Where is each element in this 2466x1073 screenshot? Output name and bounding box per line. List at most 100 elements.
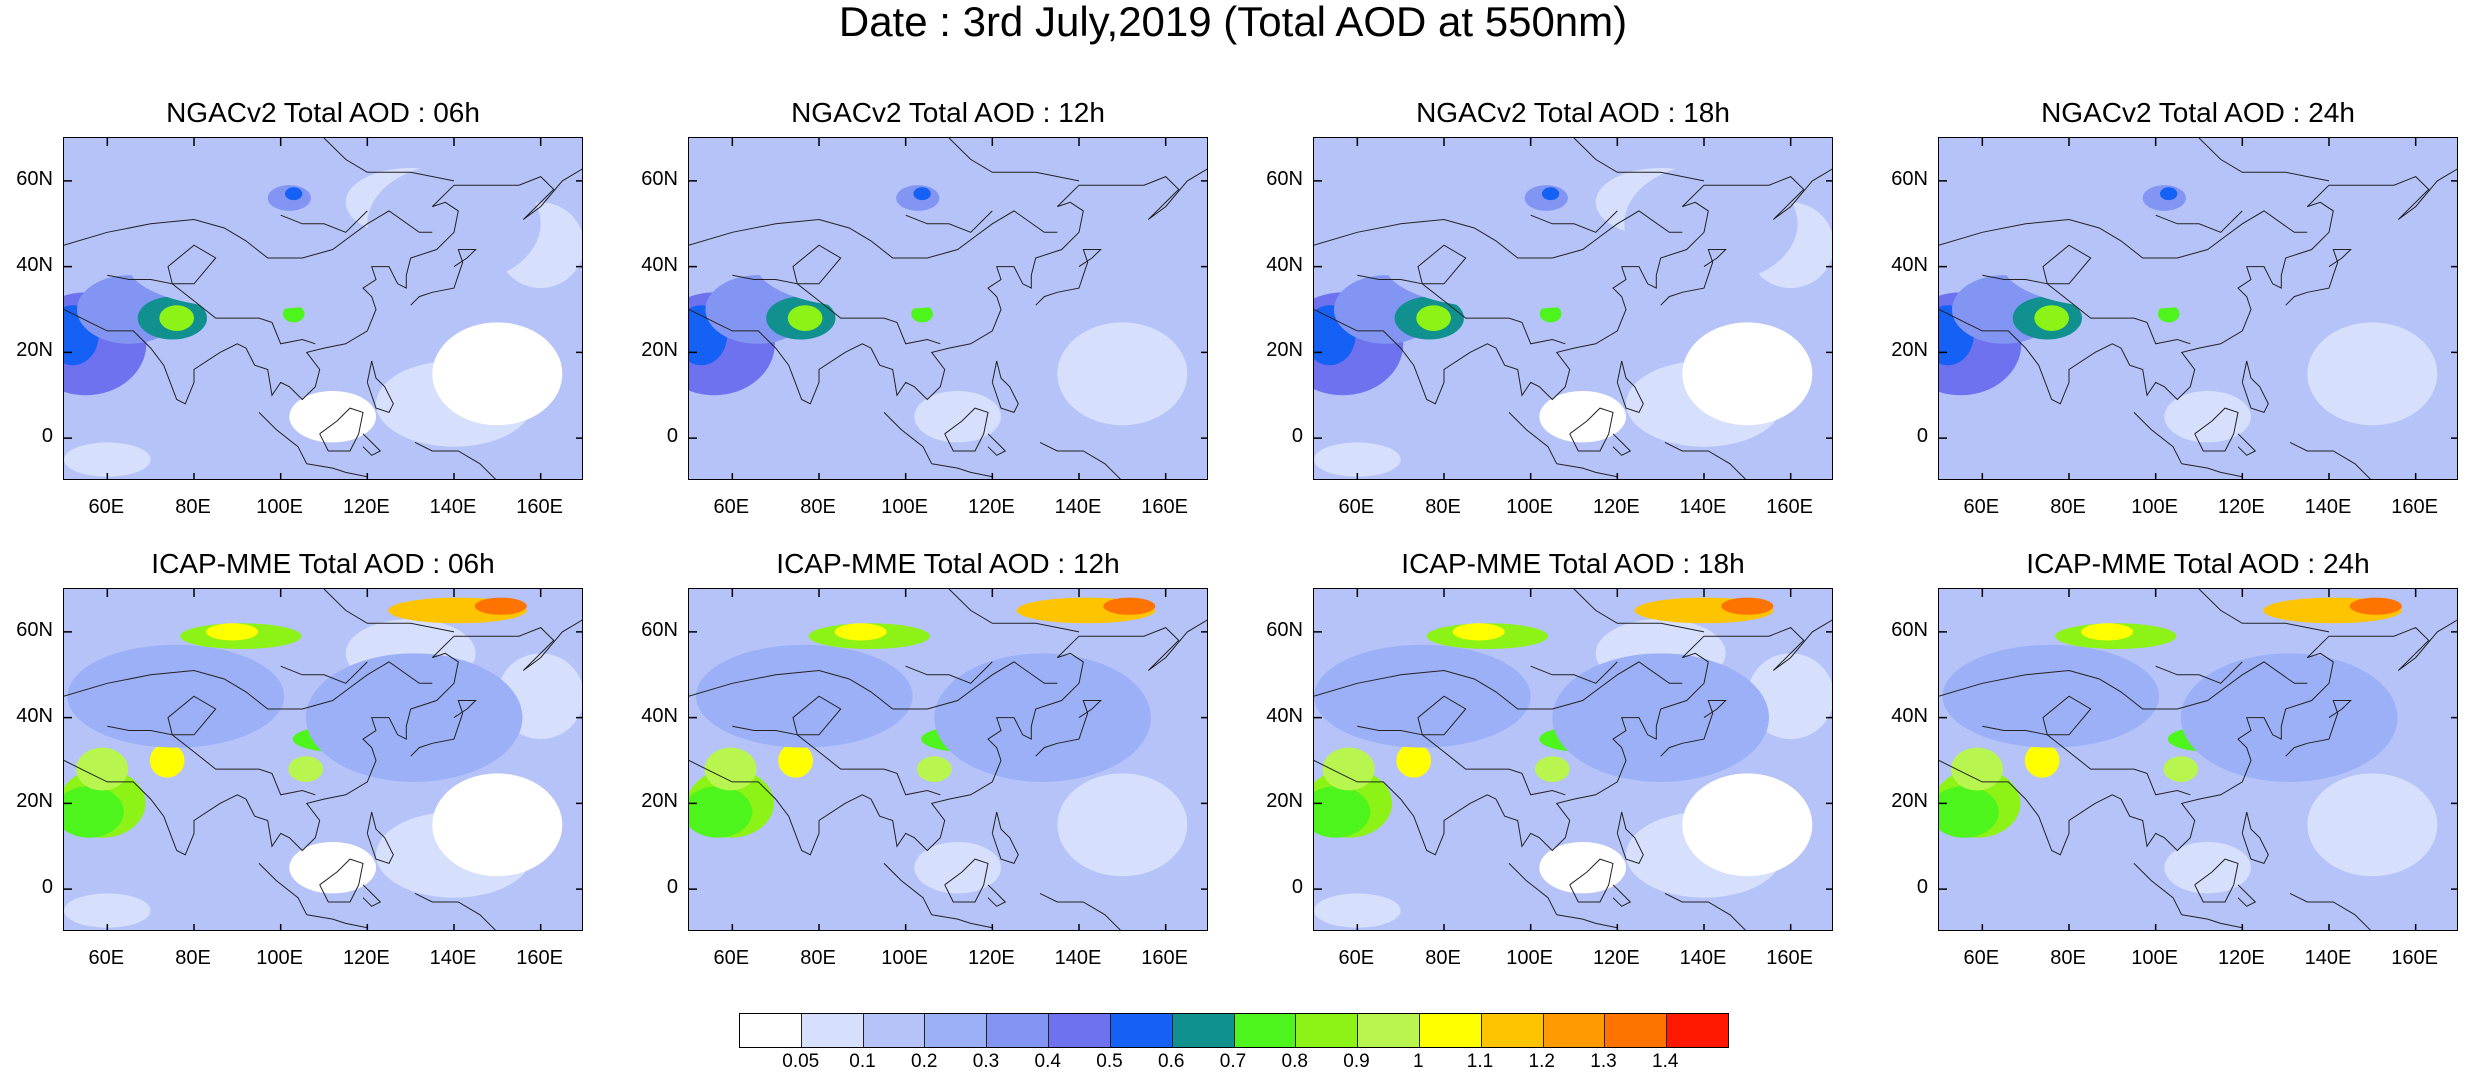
lon-tick-label: 60E bbox=[1963, 496, 2000, 518]
lon-tick-label: 100E bbox=[256, 947, 304, 969]
colorbar-label: 0.05 bbox=[782, 1051, 820, 1072]
map-panel: NGACv2 Total AOD : 24h 60N 40N 20N 0 60E 80E 10… bbox=[1891, 97, 2458, 518]
lat-tick-label: 0 bbox=[666, 876, 678, 899]
lon-tick-label: 80E bbox=[2050, 947, 2086, 969]
lat-tick-label: 40N bbox=[1266, 704, 1303, 727]
lat-tick-label: 40N bbox=[1891, 704, 1928, 727]
lon-tick-label: 140E bbox=[2304, 947, 2352, 969]
lat-tick-label: 0 bbox=[1291, 425, 1303, 448]
lon-tick-label: 60E bbox=[1338, 947, 1375, 969]
map-panel: ICAP-MME Total AOD : 18h 60N 40N 20N 0 60E 80E… bbox=[1266, 548, 1833, 969]
lon-tick-label: 160E bbox=[2391, 496, 2439, 518]
colorbar-swatch bbox=[1358, 1014, 1420, 1047]
map-frame bbox=[688, 137, 1208, 480]
lat-tick-label: 40N bbox=[641, 253, 678, 276]
lon-tick-label: 80E bbox=[800, 947, 836, 969]
lon-tick-label: 140E bbox=[1679, 496, 1727, 518]
lat-tick-label: 40N bbox=[641, 704, 678, 727]
panel-title: ICAP-MME Total AOD : 18h bbox=[1401, 548, 1745, 579]
map-frame bbox=[1313, 137, 1833, 480]
colorbar-label: 0.9 bbox=[1343, 1051, 1370, 1072]
lon-tick-label: 120E bbox=[342, 496, 390, 518]
colorbar-label: 0.1 bbox=[849, 1051, 876, 1072]
panel-title: ICAP-MME Total AOD : 06h bbox=[151, 548, 495, 579]
lat-tick-label: 60N bbox=[641, 618, 678, 641]
lon-tick-label: 160E bbox=[2391, 947, 2439, 969]
figure-title: Date : 3rd July,2019 (Total AOD at 550nm… bbox=[838, 0, 1628, 45]
lon-tick-label: 100E bbox=[256, 496, 304, 518]
panel-title: NGACv2 Total AOD : 18h bbox=[1416, 97, 1730, 128]
lon-tick-label: 80E bbox=[175, 947, 211, 969]
lon-tick-label: 100E bbox=[2131, 496, 2179, 518]
lat-tick-label: 60N bbox=[1891, 618, 1928, 641]
lon-tick-label: 60E bbox=[713, 496, 750, 518]
lat-tick-label: 0 bbox=[1916, 425, 1928, 448]
lon-tick-label: 140E bbox=[1679, 947, 1727, 969]
lon-tick-label: 140E bbox=[1054, 496, 1102, 518]
lon-tick-label: 160E bbox=[1766, 947, 1814, 969]
colorbar-label: 1.4 bbox=[1652, 1051, 1679, 1072]
lat-tick-label: 40N bbox=[16, 253, 53, 276]
map-panel: ICAP-MME Total AOD : 06h 60N 40N 20N 0 60E 80E… bbox=[16, 548, 583, 969]
colorbar-label: 1 bbox=[1412, 1051, 1424, 1072]
lon-tick-label: 100E bbox=[1506, 947, 1554, 969]
map-frame bbox=[1938, 137, 2458, 480]
lon-tick-label: 120E bbox=[1592, 947, 1640, 969]
lat-tick-label: 20N bbox=[16, 790, 53, 813]
lat-tick-label: 20N bbox=[1266, 339, 1303, 362]
colorbar-label: 1.2 bbox=[1528, 1051, 1555, 1072]
colorbar-label: 1.3 bbox=[1590, 1051, 1617, 1072]
colorbar-swatch bbox=[1296, 1014, 1359, 1047]
lon-tick-label: 120E bbox=[2217, 947, 2265, 969]
lon-tick-label: 120E bbox=[342, 947, 390, 969]
aod-field bbox=[689, 138, 1207, 479]
lon-tick-label: 160E bbox=[1766, 496, 1814, 518]
colorbar-swatch bbox=[1234, 1014, 1297, 1047]
lat-tick-label: 60N bbox=[641, 167, 678, 190]
colorbar bbox=[739, 1013, 1729, 1048]
map-panel: NGACv2 Total AOD : 18h 60N 40N 20N 0 60E 80E 10… bbox=[1266, 97, 1833, 518]
lat-tick-label: 60N bbox=[1266, 618, 1303, 641]
panel-title: NGACv2 Total AOD : 12h bbox=[791, 97, 1105, 128]
aod-field bbox=[689, 589, 1207, 930]
lat-tick-label: 20N bbox=[1891, 339, 1928, 362]
lon-tick-label: 160E bbox=[516, 496, 564, 518]
map-panel: ICAP-MME Total AOD : 12h 60N 40N 20N 0 60E 80E… bbox=[641, 548, 1208, 969]
colorbar-swatch bbox=[1110, 1014, 1173, 1047]
map-frame bbox=[688, 588, 1208, 931]
aod-field bbox=[1314, 589, 1832, 930]
lat-tick-label: 60N bbox=[1266, 167, 1303, 190]
aod-field bbox=[64, 589, 582, 930]
lon-tick-label: 60E bbox=[88, 496, 125, 518]
colorbar-swatch bbox=[863, 1014, 926, 1047]
lon-tick-label: 60E bbox=[88, 947, 125, 969]
lon-tick-label: 160E bbox=[516, 947, 564, 969]
lat-tick-label: 0 bbox=[1291, 876, 1303, 899]
lat-tick-label: 20N bbox=[641, 339, 678, 362]
map-panel: NGACv2 Total AOD : 06h 60N 40N 20N 0 60E 80E 10… bbox=[16, 97, 583, 518]
lon-tick-label: 80E bbox=[1425, 947, 1461, 969]
map-panel: NGACv2 Total AOD : 12h 60N 40N 20N 0 60E 80E 10… bbox=[641, 97, 1208, 518]
lon-tick-label: 140E bbox=[429, 947, 477, 969]
lon-tick-label: 140E bbox=[429, 496, 477, 518]
aod-field bbox=[1939, 138, 2457, 479]
map-frame bbox=[63, 137, 583, 480]
lon-tick-label: 60E bbox=[1338, 496, 1375, 518]
colorbar-label: 0.2 bbox=[911, 1051, 938, 1072]
colorbar-label: 0.4 bbox=[1034, 1051, 1061, 1072]
map-panel: ICAP-MME Total AOD : 24h 60N 40N 20N 0 60E 80E… bbox=[1891, 548, 2458, 969]
lat-tick-label: 20N bbox=[1266, 790, 1303, 813]
lat-tick-label: 0 bbox=[666, 425, 678, 448]
colorbar-label: 0.8 bbox=[1281, 1051, 1308, 1072]
lat-tick-label: 20N bbox=[16, 339, 53, 362]
lat-tick-label: 0 bbox=[41, 876, 53, 899]
lon-tick-label: 160E bbox=[1141, 947, 1189, 969]
lon-tick-label: 80E bbox=[800, 496, 836, 518]
lat-tick-label: 0 bbox=[41, 425, 53, 448]
lon-tick-label: 60E bbox=[1963, 947, 2000, 969]
lon-tick-label: 60E bbox=[713, 947, 750, 969]
aod-field bbox=[64, 138, 582, 479]
colorbar-swatch bbox=[801, 1014, 864, 1047]
lon-tick-label: 100E bbox=[2131, 947, 2179, 969]
colorbar-swatch bbox=[987, 1014, 1050, 1047]
